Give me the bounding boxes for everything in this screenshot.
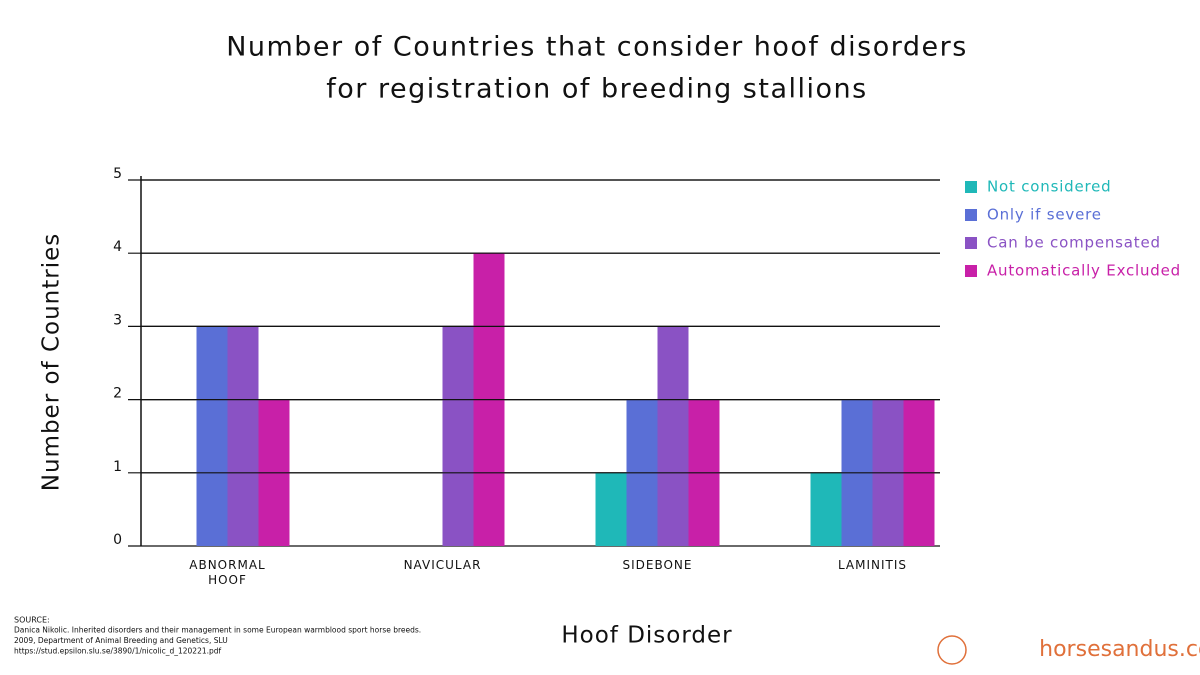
legend-swatch: [965, 181, 977, 193]
y-axis-title: Number of Countries: [39, 233, 65, 491]
y-tick-label: 3: [113, 312, 122, 328]
bar: [657, 326, 689, 546]
y-tick-label: 0: [113, 532, 122, 548]
legend-swatch: [965, 265, 977, 277]
bar: [227, 326, 259, 546]
legend-swatch: [965, 209, 977, 221]
legend-label: Automatically Excluded: [987, 262, 1181, 280]
x-tick-label: LAMINITIS: [837, 558, 908, 572]
y-tick-label: 5: [113, 166, 122, 182]
chart-subtitle: for registration of breeding stallions: [326, 74, 867, 105]
bar: [196, 326, 228, 546]
source-text: 2009, Department of Animal Breeding and …: [14, 636, 228, 645]
legend-label: Only if severe: [987, 206, 1102, 224]
watermark: horsesandus.com: [1039, 637, 1200, 662]
x-tick-label: ABNORMAL HOOF: [189, 558, 266, 587]
source-text: Danica Nikolic. Inherited disorders and …: [14, 626, 421, 635]
x-tick-label: SIDEBONE: [622, 558, 693, 572]
source-text: https://stud.epsilon.slu.se/3890/1/nicol…: [14, 647, 222, 656]
legend-swatch: [965, 237, 977, 249]
logo: [937, 635, 967, 665]
y-tick-label: 4: [113, 239, 122, 255]
y-tick-label: 2: [113, 386, 122, 402]
y-tick-label: 1: [113, 459, 122, 475]
legend-label: Can be compensated: [987, 234, 1161, 252]
source-text: SOURCE:: [14, 616, 50, 625]
bar: [442, 326, 474, 546]
chart-title: Number of Countries that consider hoof d…: [226, 32, 968, 63]
bar: [810, 472, 842, 546]
x-axis-title: Hoof Disorder: [561, 623, 732, 649]
x-tick-label: NAVICULAR: [403, 558, 482, 572]
legend-label: Not considered: [987, 178, 1112, 196]
bar: [595, 472, 627, 546]
